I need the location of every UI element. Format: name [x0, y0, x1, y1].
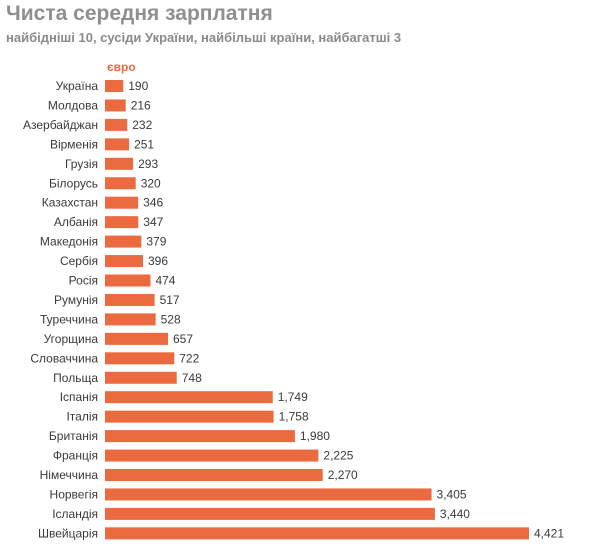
value-label: 722	[179, 351, 199, 365]
value-label: 1,980	[300, 429, 330, 443]
bar	[105, 99, 126, 112]
value-label: 347	[143, 215, 163, 229]
category-label: Сербія	[60, 254, 98, 268]
value-label: 748	[182, 371, 202, 385]
category-label: Угорщина	[44, 332, 99, 346]
bar	[105, 255, 143, 268]
value-label: 1,749	[278, 390, 308, 404]
category-label: Ісландія	[52, 507, 98, 521]
category-label: Італія	[66, 410, 98, 424]
category-label: Росія	[69, 274, 98, 288]
category-label: Молдова	[48, 98, 98, 112]
value-label: 216	[131, 98, 151, 112]
bar	[105, 527, 529, 540]
category-label: Швейцарія	[38, 526, 98, 540]
bar	[105, 196, 139, 209]
value-label: 528	[161, 312, 181, 326]
value-label: 346	[143, 196, 163, 210]
category-label: Британія	[49, 429, 98, 443]
category-label: Іспанія	[60, 390, 98, 404]
value-label: 657	[173, 332, 193, 346]
bar	[105, 488, 432, 501]
bar	[105, 80, 124, 92]
value-label: 379	[146, 235, 166, 249]
bar	[105, 235, 142, 248]
bar	[105, 313, 156, 326]
category-label: Румунія	[54, 293, 98, 307]
value-label: 293	[138, 157, 158, 171]
category-label: Грузія	[65, 157, 98, 171]
value-label: 474	[155, 274, 175, 288]
bar	[105, 216, 139, 229]
chart-title: Чиста середня зарплатня	[6, 2, 273, 25]
bar	[105, 507, 435, 520]
bar	[105, 449, 319, 462]
category-label: Казахстан	[42, 196, 98, 210]
value-label: 190	[128, 79, 148, 93]
value-label: 396	[148, 254, 168, 268]
category-label: Македонія	[40, 235, 98, 249]
bar	[105, 352, 175, 365]
bar	[105, 118, 128, 131]
value-label: 251	[134, 137, 154, 151]
chart-subtitle: найбідніші 10, сусіди України, найбільші…	[6, 30, 402, 45]
category-label: Норвегія	[50, 487, 98, 501]
bar	[105, 177, 136, 190]
category-label: Азербайджан	[23, 118, 98, 132]
bar	[105, 293, 155, 306]
unit-label: євро	[107, 60, 136, 74]
category-label: Франція	[53, 449, 98, 463]
bar	[105, 391, 273, 404]
value-label: 3,405	[437, 487, 467, 501]
bar	[105, 332, 169, 345]
value-label: 2,225	[323, 449, 353, 463]
bar	[105, 410, 274, 423]
category-label: Польща	[53, 371, 98, 385]
category-label: Україна	[56, 79, 99, 93]
category-label: Туреччина	[40, 312, 98, 326]
category-label: Вірменія	[50, 137, 98, 151]
value-label: 4,421	[534, 526, 564, 540]
value-label: 2,270	[328, 468, 358, 482]
bar	[105, 430, 295, 443]
bar	[105, 469, 323, 481]
value-label: 1,758	[279, 410, 309, 424]
bar	[105, 371, 177, 384]
category-label: Словаччина	[30, 351, 98, 365]
value-label: 320	[141, 176, 161, 190]
category-label: Німеччина	[40, 468, 99, 482]
category-label: Білорусь	[49, 176, 98, 190]
bar	[105, 274, 151, 287]
value-label: 232	[132, 118, 152, 132]
bar	[105, 157, 134, 170]
value-label: 3,440	[440, 507, 470, 521]
bar	[105, 138, 130, 151]
category-label: Албанія	[54, 215, 98, 229]
value-label: 517	[160, 293, 180, 307]
bars-group: Україна 190 Молдова 216 Азербайджан 232 Вірмен…	[23, 79, 564, 540]
